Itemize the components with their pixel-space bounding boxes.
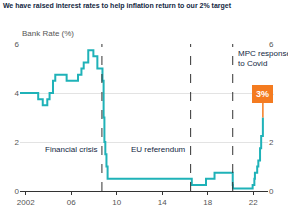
svg-text:10: 10 [112, 198, 121, 207]
svg-text:EU referendum: EU referendum [131, 145, 186, 154]
svg-text:4: 4 [15, 89, 20, 98]
svg-text:0: 0 [15, 187, 20, 196]
svg-text:4: 4 [269, 89, 274, 98]
svg-text:06: 06 [67, 198, 76, 207]
svg-text:3%: 3% [256, 89, 269, 99]
svg-text:0: 0 [269, 187, 274, 196]
svg-text:2: 2 [15, 138, 20, 147]
svg-text:6: 6 [269, 40, 274, 49]
svg-text:18: 18 [203, 198, 212, 207]
svg-text:2002: 2002 [17, 198, 35, 207]
svg-text:Financial crisis: Financial crisis [45, 145, 97, 154]
svg-text:2: 2 [269, 138, 274, 147]
svg-text:6: 6 [15, 40, 20, 49]
svg-text:MPC responseto Covid: MPC responseto Covid [238, 49, 288, 68]
svg-text:We have raised interest rates: We have raised interest rates to help in… [3, 2, 232, 10]
svg-text:14: 14 [158, 198, 167, 207]
svg-text:Bank Rate (%): Bank Rate (%) [22, 29, 74, 38]
svg-text:22: 22 [249, 198, 258, 207]
